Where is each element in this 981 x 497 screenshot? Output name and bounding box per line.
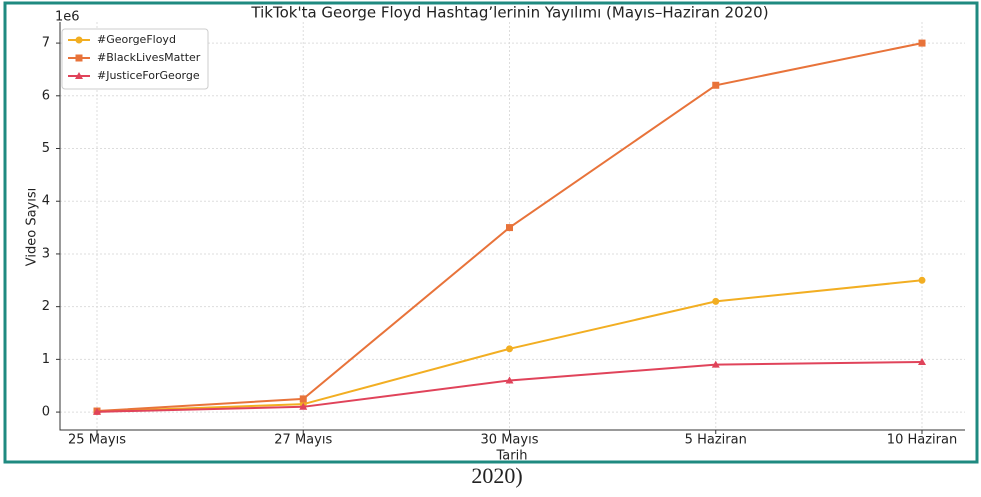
y-tick-label: 4 [42, 194, 50, 209]
chart-title: TikTok'ta George Floyd Hashtag’lerinin Y… [250, 4, 768, 22]
plot-area: 0 1 2 3 4 5 6 7 25 Mayıs 27 Mayıs 30 Mayıs 5 Hazira… [42, 22, 965, 448]
y-tick-label: 3 [42, 246, 50, 261]
y-tick-label: 5 [42, 141, 50, 156]
caption: 2020) [471, 463, 522, 488]
x-axis-label: Tarih [496, 449, 528, 464]
marker [712, 297, 720, 305]
x-tick-label: 30 Mayıs [481, 433, 539, 448]
y-tick-label: 2 [42, 299, 50, 314]
marker [75, 72, 83, 79]
x-tick-label: 27 Mayıs [274, 433, 332, 448]
x-tick-label: 10 Haziran [887, 433, 957, 448]
legend-label: #GeorgeFloyd [97, 33, 176, 46]
y-tick-label: 1 [42, 352, 50, 367]
x-tick-label: 25 Mayıs [68, 433, 126, 448]
marker [505, 376, 514, 384]
marker [506, 345, 513, 353]
y-tick-label: 6 [42, 88, 50, 103]
marker [75, 36, 83, 44]
marker [918, 276, 926, 284]
legend-label: #JusticeForGeorge [97, 69, 200, 82]
marker [918, 358, 926, 365]
marker [299, 395, 307, 403]
legend: #GeorgeFloyd #BlackLivesMatter #JusticeFor… [61, 28, 209, 90]
marker [711, 360, 720, 368]
legend-label: #BlackLivesMatter [97, 51, 201, 64]
marker [93, 407, 101, 415]
marker [506, 224, 513, 232]
y-tick-label: 0 [42, 405, 50, 420]
marker [299, 402, 308, 410]
legend-box [61, 28, 209, 90]
y-offset-label: 1e6 [55, 10, 80, 25]
marker [918, 39, 926, 47]
marker [75, 54, 83, 62]
y-axis-label: Video Sayısı [25, 188, 40, 266]
axes [59, 22, 965, 431]
x-tick-label: 5 Haziran [685, 433, 747, 448]
marker [712, 81, 720, 89]
y-tick-label: 7 [42, 36, 50, 51]
